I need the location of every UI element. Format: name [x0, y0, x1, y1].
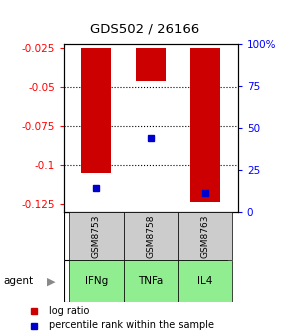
Bar [69, 260, 124, 302]
Bar [81, 48, 111, 173]
Bar [136, 48, 166, 81]
Bar [190, 48, 220, 202]
Text: GDS502 / 26166: GDS502 / 26166 [90, 22, 200, 35]
Text: agent: agent [3, 277, 33, 286]
Text: GSM8753: GSM8753 [92, 214, 101, 258]
Text: ▶: ▶ [46, 277, 55, 286]
Bar [69, 212, 124, 260]
Text: log ratio: log ratio [49, 306, 90, 316]
Bar [124, 212, 178, 260]
Text: GSM8758: GSM8758 [146, 214, 155, 258]
Text: percentile rank within the sample: percentile rank within the sample [49, 321, 214, 331]
Bar [178, 212, 232, 260]
Text: GSM8763: GSM8763 [201, 214, 210, 258]
Bar [178, 260, 232, 302]
Text: TNFa: TNFa [138, 277, 164, 286]
Text: IL4: IL4 [197, 277, 213, 286]
Bar [124, 260, 178, 302]
Text: IFNg: IFNg [85, 277, 108, 286]
